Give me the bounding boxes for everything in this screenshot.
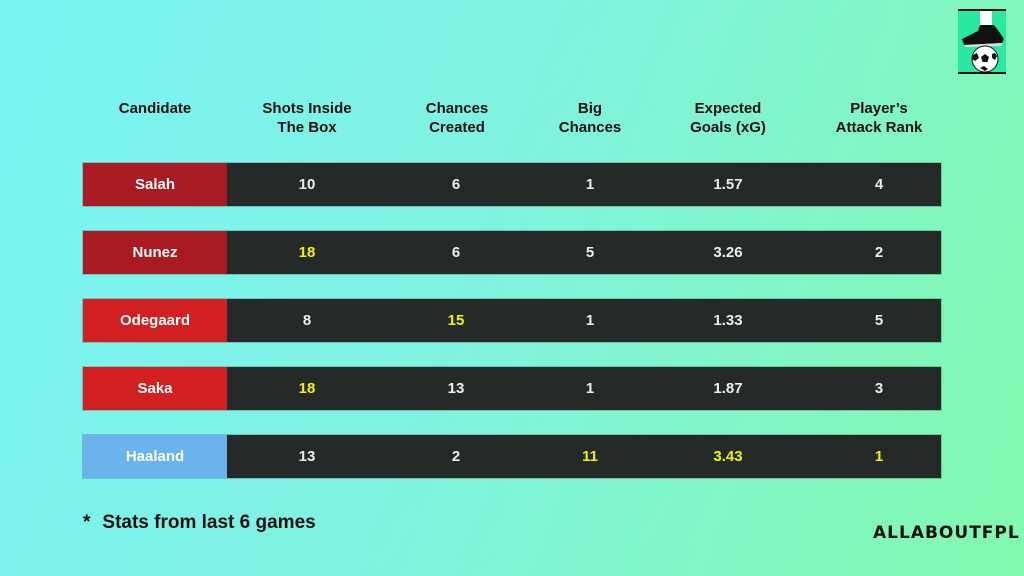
- footnote-text: Stats from last 6 games: [102, 512, 316, 533]
- table-row-nunez: Nunez 18 6 5 3.26 2: [83, 231, 941, 274]
- shots-cell: 18: [298, 244, 316, 261]
- xg-cell: 1.57: [713, 176, 743, 193]
- big-chances-cell: 11: [582, 448, 598, 465]
- candidate-cell: Odegaard: [83, 299, 227, 342]
- shots-cell: 8: [302, 312, 312, 329]
- chances-cell: 15: [447, 312, 465, 329]
- chances-cell: 2: [451, 448, 461, 465]
- chances-cell: 13: [447, 380, 465, 397]
- table-row-salah: Salah 10 6 1 1.57 4: [83, 163, 941, 206]
- big-chances-cell: 1: [585, 176, 595, 193]
- football-boot-ball-icon: [962, 11, 1004, 72]
- big-chances-cell: 5: [585, 244, 595, 261]
- rank-cell: 4: [874, 176, 884, 193]
- footnote: * Stats from last 6 games: [83, 512, 316, 534]
- rank-cell: 1: [874, 448, 884, 465]
- chances-cell: 6: [451, 244, 461, 261]
- candidate-cell: Haaland: [83, 435, 227, 478]
- header-shots-inside-box: Shots Inside The Box: [262, 100, 352, 136]
- xg-cell: 1.87: [713, 380, 743, 397]
- asterisk: *: [83, 512, 91, 533]
- big-chances-cell: 1: [585, 380, 595, 397]
- brand-wordmark: ALLABOUTFPL: [873, 523, 1020, 543]
- candidate-cell: Salah: [83, 163, 227, 206]
- rank-cell: 3: [874, 380, 884, 397]
- table-row-saka: Saka 18 13 1 1.87 3: [83, 367, 941, 410]
- header-big-chances: Big Chances: [558, 100, 622, 136]
- shots-cell: 10: [298, 176, 316, 193]
- chances-cell: 6: [451, 176, 461, 193]
- candidate-cell: Nunez: [83, 231, 227, 274]
- table-row-haaland: Haaland 13 2 11 3.43 1: [83, 435, 941, 478]
- xg-cell: 1.33: [713, 312, 743, 329]
- xg-cell: 3.43: [713, 448, 743, 465]
- header-xg: Expected Goals (xG): [690, 100, 766, 136]
- rank-cell: 5: [874, 312, 884, 329]
- rank-cell: 2: [874, 244, 884, 261]
- table-row-odegaard: Odegaard 8 15 1 1.33 5: [83, 299, 941, 342]
- header-chances-created: Chances Created: [425, 100, 489, 136]
- xg-cell: 3.26: [713, 244, 743, 261]
- header-attack-rank: Player’s Attack Rank: [835, 100, 923, 136]
- big-chances-cell: 1: [585, 312, 595, 329]
- candidate-cell: Saka: [83, 367, 227, 410]
- shots-cell: 13: [298, 448, 316, 465]
- shots-cell: 18: [298, 380, 316, 397]
- header-candidate: Candidate: [118, 100, 192, 117]
- logo: [958, 9, 1006, 74]
